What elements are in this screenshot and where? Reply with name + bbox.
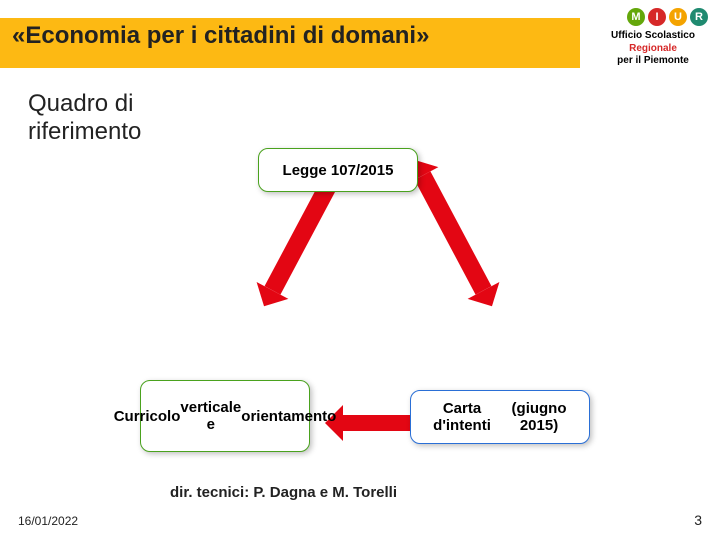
footer-note: dir. tecnici: P. Dagna e M. Torelli [170,484,397,501]
logo-dot: I [648,8,666,26]
org-line3: per il Piemonte [598,55,708,68]
logo-dot: R [690,8,708,26]
slide-stage: «Economia per i cittadini di domani» MIU… [0,0,720,540]
org-line1: Ufficio Scolastico [598,30,708,43]
org-line2: Regionale [598,43,708,56]
diagram-node-left: Curricoloverticale eorientamento [140,380,310,452]
subtitle-line2: riferimento [28,118,141,145]
diagram-node-right: Carta d'intenti(giugno 2015) [410,390,590,444]
miur-logo: MIUR [627,8,708,26]
logo-dot: U [669,8,687,26]
org-name: Ufficio Scolastico Regionale per il Piem… [598,30,708,68]
page-number: 3 [694,512,702,528]
diagram-node-top: Legge 107/2015 [258,148,418,192]
subtitle-line1: Quadro di [28,90,133,117]
logo-dot: M [627,8,645,26]
subtitle: Quadro di riferimento [28,90,141,145]
slide-date: 16/01/2022 [18,514,78,528]
slide-title: «Economia per i cittadini di domani» [12,22,429,50]
